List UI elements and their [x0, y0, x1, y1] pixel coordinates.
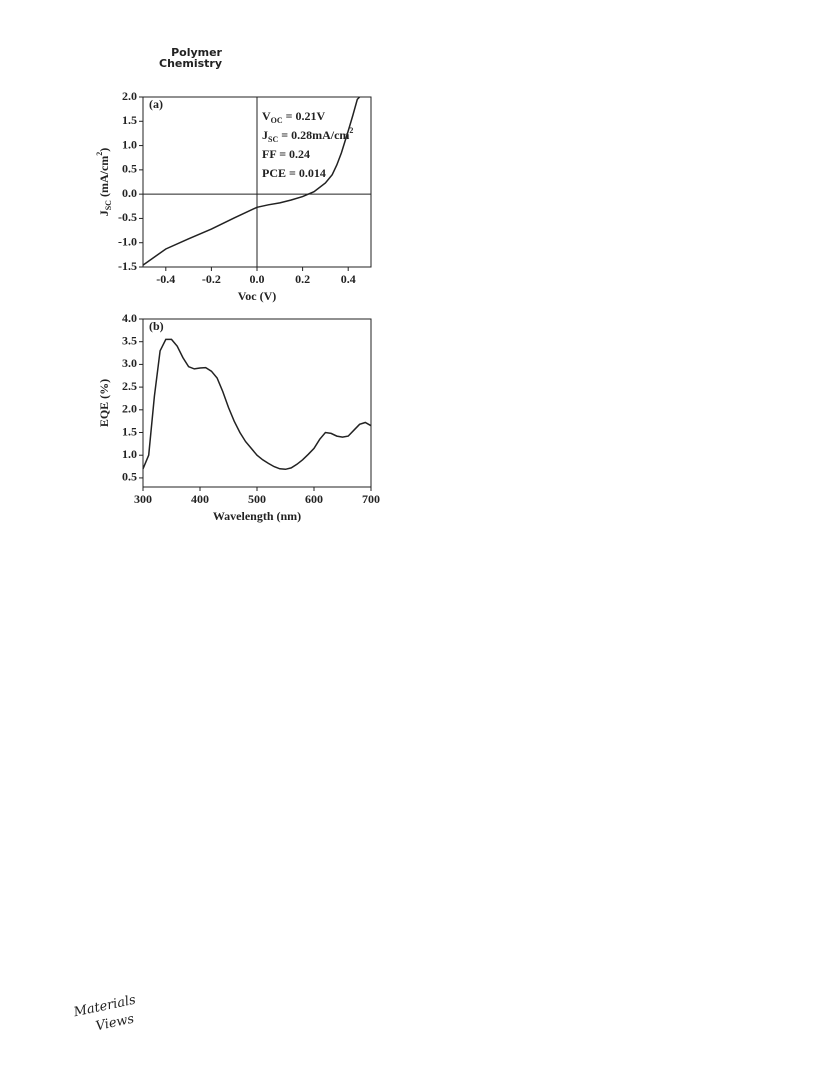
y-tick-label: 1.5	[122, 424, 137, 438]
x-tick-label: 700	[362, 492, 380, 506]
y-tick-label: 1.0	[122, 447, 137, 461]
x-tick-label: 300	[134, 492, 152, 506]
plot-frame	[142, 318, 372, 488]
y-tick-label: 2.5	[122, 379, 137, 393]
y-tick-label: 4.0	[122, 311, 137, 325]
x-axis-label: Voc (V)	[238, 289, 277, 303]
y-axis-label-part: 2	[95, 152, 104, 156]
journal-name: Chemistry	[159, 57, 222, 70]
x-tick-label: 600	[305, 492, 323, 506]
y-tick-label: -1.0	[118, 234, 137, 248]
y-tick-label: -1.5	[118, 259, 137, 273]
panel-label: (b)	[149, 319, 164, 333]
y-axis-label-part: (mA/cm	[97, 156, 111, 200]
y-tick-label: 0.5	[122, 162, 137, 176]
annotation-part: 2	[349, 126, 353, 135]
journal-name: Polymer	[171, 46, 222, 59]
y-tick-label: 0.5	[122, 470, 137, 484]
annotation-part: J	[262, 128, 268, 142]
annotation-part: SC	[268, 135, 278, 144]
y-tick-label: 1.0	[122, 137, 137, 151]
x-tick-label: -0.4	[156, 272, 175, 286]
x-tick-label: 0.0	[250, 272, 265, 286]
y-tick-label: 2.0	[122, 89, 137, 103]
annotation: PCE = 0.014	[262, 166, 326, 180]
y-axis-label-part: EQE (%)	[97, 379, 111, 427]
panel-label: (a)	[149, 97, 163, 111]
y-axis-label: JSC (mA/cm2)	[95, 148, 113, 217]
annotation: JSC = 0.28mA/cm2	[262, 126, 353, 144]
x-tick-label: 0.4	[341, 272, 356, 286]
x-tick-label: 500	[248, 492, 266, 506]
x-tick-label: 400	[191, 492, 209, 506]
y-axis-label: EQE (%)	[97, 379, 111, 427]
y-axis-label-part: SC	[104, 200, 113, 210]
x-tick-label: -0.2	[202, 272, 221, 286]
y-tick-label: 3.0	[122, 356, 137, 370]
y-axis-label-part: J	[97, 210, 111, 216]
y-tick-label: 0.0	[122, 186, 137, 200]
annotation-part: = 0.28mA/cm	[278, 128, 349, 142]
data-line	[142, 96, 361, 266]
annotation-part: FF = 0.24	[262, 147, 310, 161]
annotation: FF = 0.24	[262, 147, 310, 161]
x-axis-label: Wavelength (nm)	[213, 509, 301, 523]
annotation-part: = 0.21V	[283, 109, 326, 123]
y-tick-label: -0.5	[118, 210, 137, 224]
y-axis-label-part: )	[97, 148, 111, 152]
y-tick-label: 1.5	[122, 113, 137, 127]
data-line	[142, 338, 372, 471]
y-tick-label: 3.5	[122, 333, 137, 347]
x-tick-label: 0.2	[295, 272, 310, 286]
annotation-part: V	[262, 109, 271, 123]
annotation: VOC = 0.21V	[262, 109, 326, 126]
annotation-part: PCE = 0.014	[262, 166, 326, 180]
y-tick-label: 2.0	[122, 402, 137, 416]
annotation-part: OC	[271, 116, 283, 125]
